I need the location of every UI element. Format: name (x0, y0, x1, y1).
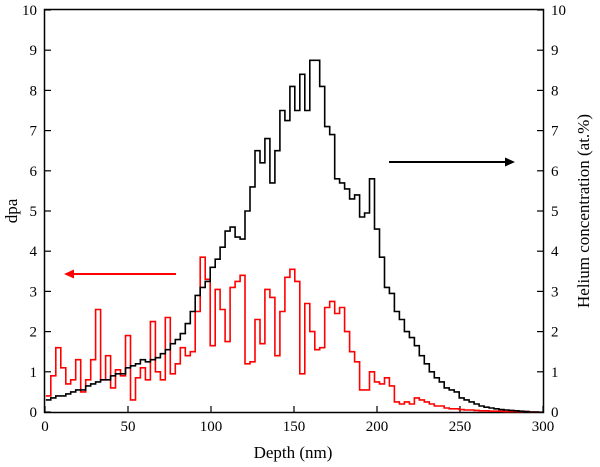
y-tick-label-left: 9 (30, 43, 38, 59)
y-tick-label-left: 5 (30, 204, 38, 220)
x-tick-label: 0 (41, 419, 49, 435)
x-tick-label: 300 (532, 419, 555, 435)
y-tick-label-right: 9 (551, 43, 559, 59)
axis-arrows (64, 157, 515, 279)
y-tick-label-right: 4 (551, 244, 559, 260)
y-tick-label-right: 8 (551, 83, 559, 99)
y-tick-label-left: 2 (30, 325, 38, 341)
y-tick-label-right: 5 (551, 204, 559, 220)
y-tick-label-left: 8 (30, 83, 38, 99)
y-axis-title-right: Helium concentration (at.%) (574, 114, 593, 308)
y-tick-label-left: 4 (30, 244, 38, 260)
x-tick-label: 250 (449, 419, 472, 435)
dpa-axis-arrowhead (64, 269, 74, 279)
y-tick-label-left: 0 (30, 405, 38, 421)
y-axis-title-left: dpa (2, 198, 21, 223)
y-tick-label-right: 3 (551, 284, 559, 300)
x-tick-label: 100 (200, 419, 223, 435)
x-tick-label: 150 (283, 419, 306, 435)
x-tick-label: 50 (121, 419, 136, 435)
helium-concentration-series-line (45, 59, 539, 413)
y-tick-label-left: 6 (30, 164, 38, 180)
y-tick-label-right: 1 (551, 365, 559, 381)
dpa-series-line (45, 256, 539, 413)
helium-axis-arrowhead (505, 157, 515, 167)
y-tick-label-right: 0 (551, 405, 559, 421)
plot-frame (43, 8, 545, 414)
x-axis-title: Depth (nm) (254, 443, 333, 462)
y-tick-label-left: 1 (30, 365, 38, 381)
y-tick-label-left: 3 (30, 284, 38, 300)
series (45, 59, 539, 413)
x-tick-label: 200 (366, 419, 389, 435)
y-tick-label-right: 2 (551, 325, 559, 341)
y-tick-label-right: 7 (551, 124, 559, 140)
y-tick-label-left: 10 (22, 3, 37, 19)
y-tick-label-right: 10 (551, 3, 566, 19)
y-tick-label-right: 6 (551, 164, 559, 180)
y-tick-label-left: 7 (30, 124, 38, 140)
